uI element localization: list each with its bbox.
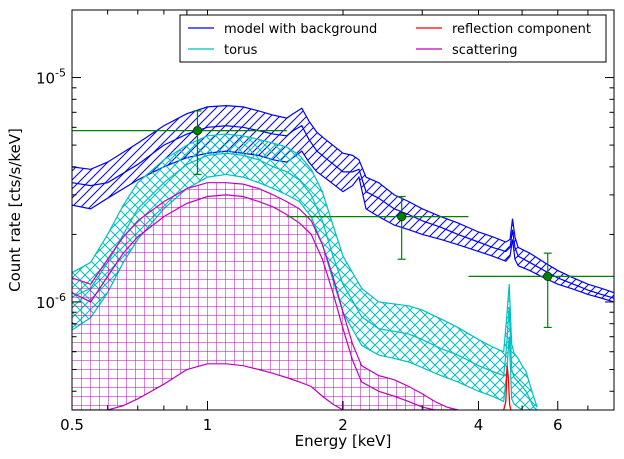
x-axis-label: Energy [keV]: [295, 432, 392, 450]
x-tick-label: 1: [203, 416, 213, 434]
model-line-mid: [72, 124, 614, 299]
y-tick-label: 10-6: [36, 291, 66, 312]
data-point-3: [468, 252, 614, 329]
tick-labels: 0.5 1 2 4 6 10-6 10-5: [36, 67, 563, 434]
legend-label-scattering: scattering: [452, 43, 518, 58]
data-point-2: [286, 195, 469, 260]
model-band-fill: [72, 105, 614, 302]
torus-band-fill: [72, 134, 538, 410]
data-point-1: [72, 110, 287, 176]
y-axis-label: Count rate [cts/s/keV]: [6, 128, 24, 292]
model-line-upper: [72, 104, 614, 294]
data-point-marker: [397, 212, 407, 222]
y-tick-label: 10-5: [36, 67, 66, 88]
axis-ticks: [71, 9, 615, 410]
torus-line-mid: [72, 152, 538, 410]
legend-label-torus: torus: [224, 43, 258, 58]
x-tick-label: 6: [553, 416, 563, 434]
axes-frame: [71, 9, 615, 411]
legend-label-reflection: reflection component: [452, 22, 591, 37]
scattering-line-lower: [72, 363, 458, 410]
scattering-line-upper: [72, 182, 459, 410]
scattering-band-fill: [72, 182, 458, 410]
plot-area: [72, 104, 614, 410]
torus-line-upper: [72, 133, 538, 408]
legend: model with background reflection compone…: [179, 14, 607, 63]
data-point-marker: [192, 126, 203, 136]
x-tick-label: 2: [338, 416, 348, 434]
torus-line-lower: [72, 173, 538, 410]
legend-label-model: model with background: [224, 22, 377, 37]
legend-frame: [179, 14, 607, 63]
reflection-component-line: [503, 365, 512, 410]
x-tick-label: 0.5: [60, 416, 84, 434]
data-point-marker: [543, 271, 553, 281]
scattering-line-mid: [72, 194, 458, 410]
x-tick-label: 4: [474, 416, 484, 434]
